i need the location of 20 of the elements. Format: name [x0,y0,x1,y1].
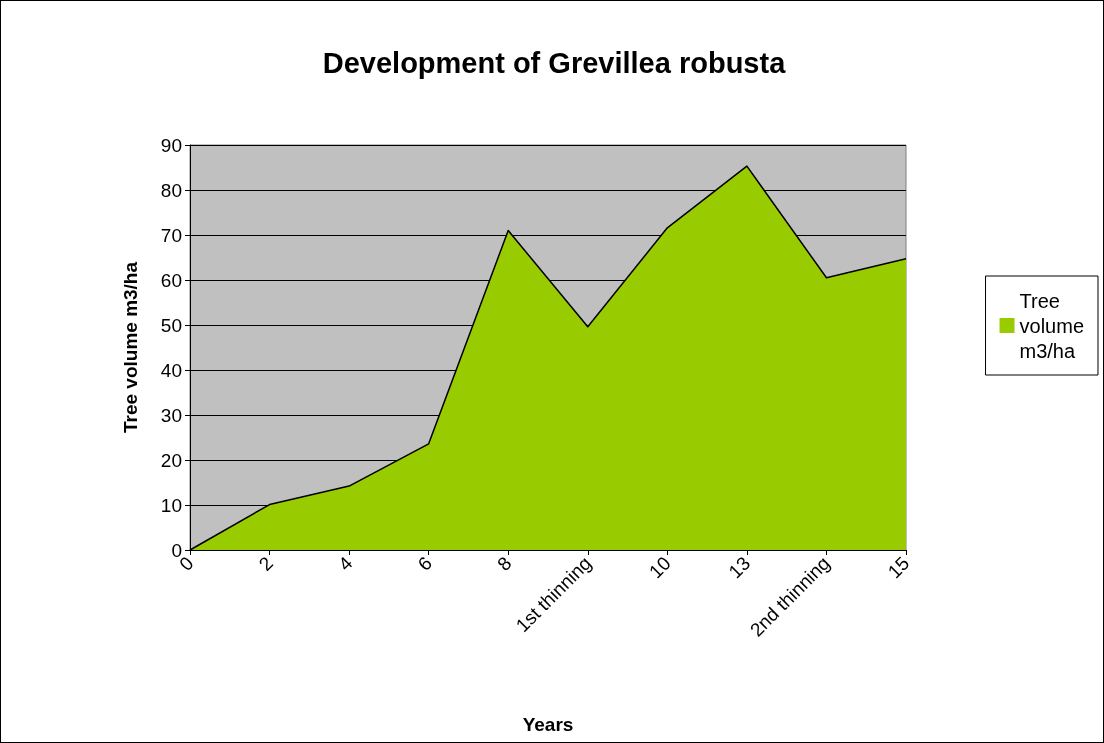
chart-title: Development of Grevillea robusta [322,46,787,79]
legend-label: Tree volume m3/ha [1019,289,1085,362]
y-tick-label: 30 [160,404,182,426]
y-tick-label: 50 [160,314,182,336]
x-tick-label: 13 [724,552,755,583]
y-tick-label: 90 [160,134,182,156]
x-tick-label: 6 [413,552,437,575]
x-tick-label: 4 [334,552,357,575]
y-axis-title: Tree volume m3/ha [120,261,141,434]
y-tick-label: 70 [160,224,182,246]
x-tick-label: 10 [644,552,675,583]
x-tick-label: 8 [493,552,516,575]
x-tick-label: 2 [254,552,277,575]
y-tick-label: 60 [160,269,182,291]
y-tick-label: 20 [160,449,182,471]
y-tick-label: 10 [160,494,182,516]
x-tick-label: 15 [883,552,914,583]
x-axis-title: Years [522,714,574,735]
y-tick-label: 40 [160,359,182,381]
y-tick-label: 80 [160,179,182,201]
